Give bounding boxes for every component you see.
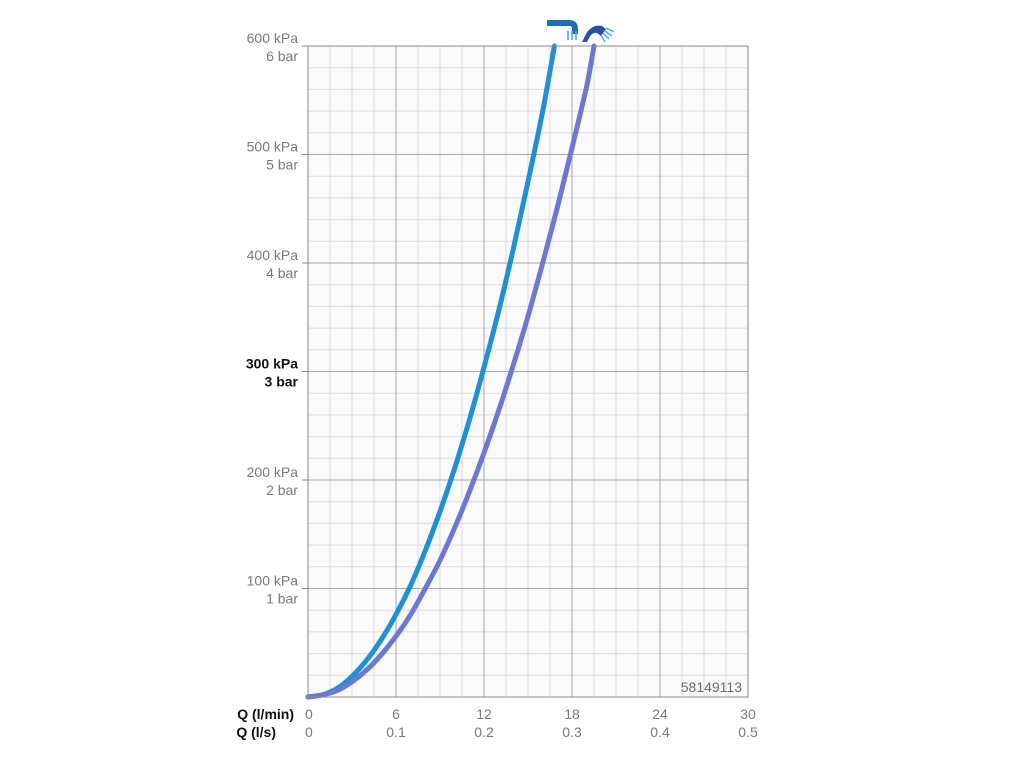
series-line-bath-spout xyxy=(305,43,557,700)
y-tick-label-kpa: 100 kPa xyxy=(247,573,299,589)
y-tick-label-bar: 5 bar xyxy=(266,157,298,173)
y-tick-label-kpa: 400 kPa xyxy=(247,247,299,263)
x-tick-label-ls: 0.2 xyxy=(474,724,494,740)
x-tick-label-lmin: 6 xyxy=(392,706,400,722)
y-tick-label-bar: 4 bar xyxy=(266,265,298,281)
x-axis-name-lmin: Q (l/min) xyxy=(237,706,294,722)
x-tick-label-lmin: 24 xyxy=(652,706,668,722)
x-tick-label-ls: 0.1 xyxy=(386,724,406,740)
x-tick-label-ls: 0 xyxy=(305,724,313,740)
x-tick-label-ls: 0.3 xyxy=(562,724,582,740)
series-layer xyxy=(305,43,597,700)
y-tick-label-bar: 3 bar xyxy=(265,374,299,390)
y-tick-label-kpa: 500 kPa xyxy=(247,139,299,155)
series-line-shower-head xyxy=(305,43,597,700)
x-axis-name-ls: Q (l/s) xyxy=(236,724,276,740)
y-axis-labels: 100 kPa 1 bar 200 kPa 2 bar 300 kPa 3 bar 400 … xyxy=(246,30,308,607)
y-tick-label-kpa: 600 kPa xyxy=(247,30,299,46)
x-tick-label-ls: 0.4 xyxy=(650,724,670,740)
x-tick-label-ls: 0.5 xyxy=(738,724,758,740)
product-code: 58149113 xyxy=(681,679,742,695)
bath-spout-icon xyxy=(547,20,578,40)
y-tick-label-bar: 2 bar xyxy=(266,482,298,498)
x-tick-label-lmin: 30 xyxy=(740,706,756,722)
y-tick-label-kpa: 300 kPa xyxy=(246,356,298,372)
y-tick-label-bar: 1 bar xyxy=(266,591,298,607)
x-tick-label-lmin: 12 xyxy=(476,706,492,722)
major-grid xyxy=(308,46,748,697)
x-tick-label-lmin: 18 xyxy=(564,706,580,722)
x-tick-label-lmin: 0 xyxy=(305,706,313,722)
x-axis-labels: 0 0 6 0.1 12 0.2 18 0.3 24 0.4 30 0.5 xyxy=(305,706,758,740)
y-tick-label-kpa: 200 kPa xyxy=(247,464,299,480)
y-tick-label-bar: 6 bar xyxy=(266,48,298,64)
shower-head-icon xyxy=(582,25,615,43)
